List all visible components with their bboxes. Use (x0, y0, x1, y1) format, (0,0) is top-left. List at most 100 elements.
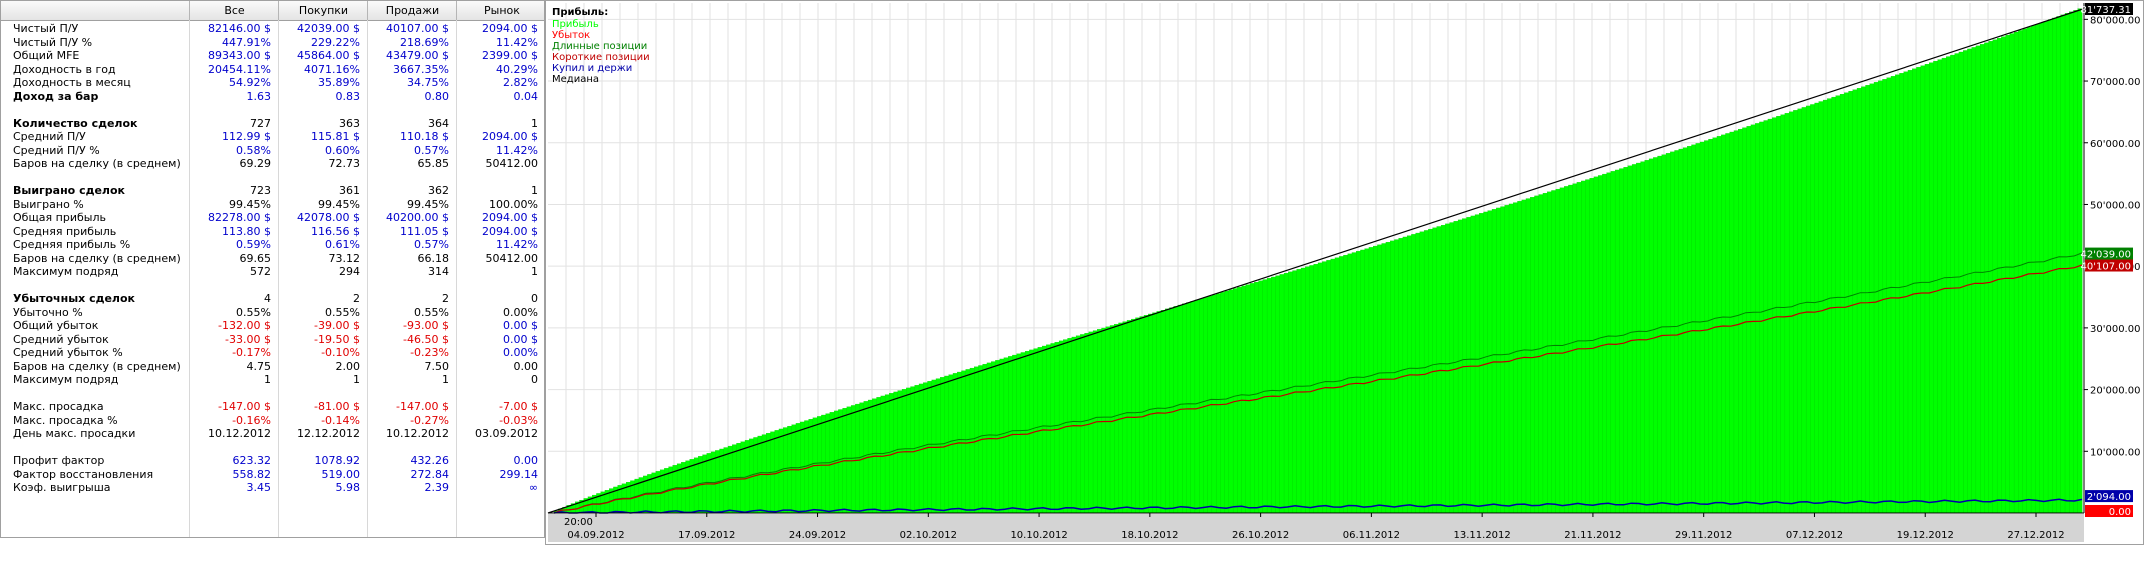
cell-value: -132.00 $ (218, 319, 271, 332)
profit-bar (1793, 110, 1799, 514)
profit-bar (1050, 343, 1056, 514)
cell-value: 0.04 (513, 89, 539, 103)
cell-value: 2094.00 $ (482, 211, 538, 224)
column-header[interactable]: Рынок (456, 1, 544, 20)
cell-value: 116.56 $ (311, 224, 360, 238)
cell-value: 1 (264, 373, 271, 386)
profit-bar (1937, 59, 1943, 514)
legend-entry: Медиана (552, 74, 599, 85)
profit-bar (2052, 17, 2057, 514)
cell-value: 89343.00 $ (208, 49, 271, 62)
cell-value: 50412.00 (485, 251, 539, 265)
profit-bar (1699, 141, 1705, 514)
profit-bar (1199, 298, 1204, 514)
profit-bar (1169, 307, 1175, 514)
profit-bar (1559, 187, 1565, 514)
row-label: Общая прибыль (13, 211, 106, 224)
column-header[interactable]: Все (189, 1, 279, 20)
x-tick-label: 13.11.2012 (1454, 530, 1511, 541)
profit-bar (1916, 67, 1922, 514)
cell-value: 1078.92 (314, 454, 361, 467)
profit-bar (1568, 184, 1574, 514)
profit-bar (1865, 85, 1871, 514)
profit-bar (1619, 168, 1625, 514)
cell-value: 0.00 (513, 359, 539, 373)
table-row: Общий убыток -132.00 $ -39.00 $ -93.00 $ 0.0… (1, 319, 544, 332)
profit-bar (1767, 118, 1773, 514)
stats-table-header: Все Покупки Продажи Рынок (1, 1, 544, 21)
profit-bar (931, 379, 937, 514)
cell-value: 0.55% (414, 305, 449, 319)
profit-bar (1636, 162, 1642, 514)
cell-value: 12.12.2012 (297, 427, 360, 440)
profit-bar (1470, 215, 1476, 514)
profit-bar (1190, 301, 1196, 514)
profit-bar (1801, 107, 1807, 514)
profit-bar (1572, 183, 1578, 514)
cell-value: 2.00 (335, 359, 361, 373)
profit-bar (1784, 113, 1790, 514)
profit-bar (1653, 157, 1659, 514)
cell-value: -33.00 $ (225, 332, 271, 346)
column-header[interactable]: Продажи (367, 1, 457, 20)
cell-value: 2 (353, 292, 360, 305)
profit-bar (880, 395, 886, 514)
profit-bar (1080, 334, 1085, 514)
cell-value: 65.85 (417, 157, 450, 170)
table-row: Доходность в месяц 54.92% 35.89% 34.75% 2.82… (1, 76, 544, 89)
cell-value: 294 (339, 265, 360, 278)
profit-bar (940, 377, 945, 514)
cell-value: 1 (353, 373, 360, 386)
profit-bar (1631, 164, 1637, 514)
cell-value: 432.26 (410, 454, 450, 467)
profit-bar (884, 394, 890, 514)
cell-value: 364 (428, 116, 449, 130)
profit-bar (1131, 318, 1136, 514)
profit-bar (1186, 302, 1192, 514)
y-tick-label: 20'000.00 (2090, 386, 2140, 397)
profit-bar (1890, 76, 1896, 514)
cell-value: 572 (250, 265, 271, 278)
profit-bar (1674, 150, 1680, 514)
profit-bar (1831, 96, 1837, 514)
cell-value: -19.50 $ (314, 332, 360, 346)
value-label-background (2085, 505, 2133, 517)
profit-bar (995, 360, 1001, 514)
equity-chart-panel[interactable]: Прибыль: Прибыль Убыток Длинные позиции Коро… (545, 0, 2144, 545)
profit-bar (961, 370, 967, 514)
cell-value: 0.00% (503, 305, 538, 319)
table-row: Чистый П/У % 447.91% 229.22% 218.69% 11.42% (1, 36, 544, 49)
profit-bar (1950, 54, 1956, 514)
row-label: Выиграно сделок (13, 184, 126, 197)
profit-bar (1912, 68, 1917, 514)
profit-bar (1610, 171, 1616, 514)
profit-bar (1678, 148, 1684, 514)
profit-bar (1305, 266, 1310, 514)
column-header[interactable]: Покупки (278, 1, 368, 20)
cell-value: 1.63 (246, 89, 272, 103)
buy-and-hold-line (553, 498, 2083, 514)
profit-bar (1496, 207, 1501, 514)
cell-value: 1 (531, 116, 538, 130)
profit-bar (1920, 65, 1926, 514)
profit-bar (1946, 56, 1951, 514)
profit-bar (706, 453, 712, 514)
cell-value: -0.03% (499, 413, 538, 427)
cell-value: 2399.00 $ (482, 49, 538, 62)
cell-value: -39.00 $ (314, 319, 360, 332)
profit-bar (1326, 260, 1332, 514)
value-label: 81'737.31 (2081, 5, 2131, 16)
profit-bar (1058, 340, 1064, 514)
profit-bar (1135, 317, 1141, 514)
profit-bar (1818, 101, 1824, 514)
table-row: Средняя прибыль % 0.59% 0.61% 0.57% 11.42% (1, 238, 544, 251)
profit-bar (1194, 299, 1200, 514)
cell-value: 272.84 (410, 467, 450, 481)
row-label: Фактор восстановления (13, 467, 154, 481)
cell-value: 7.50 (424, 359, 450, 373)
cell-value: 99.45% (407, 197, 449, 211)
profit-bar (1101, 327, 1107, 514)
cell-value: 0.00 (513, 454, 539, 467)
column-header[interactable] (1, 1, 189, 20)
